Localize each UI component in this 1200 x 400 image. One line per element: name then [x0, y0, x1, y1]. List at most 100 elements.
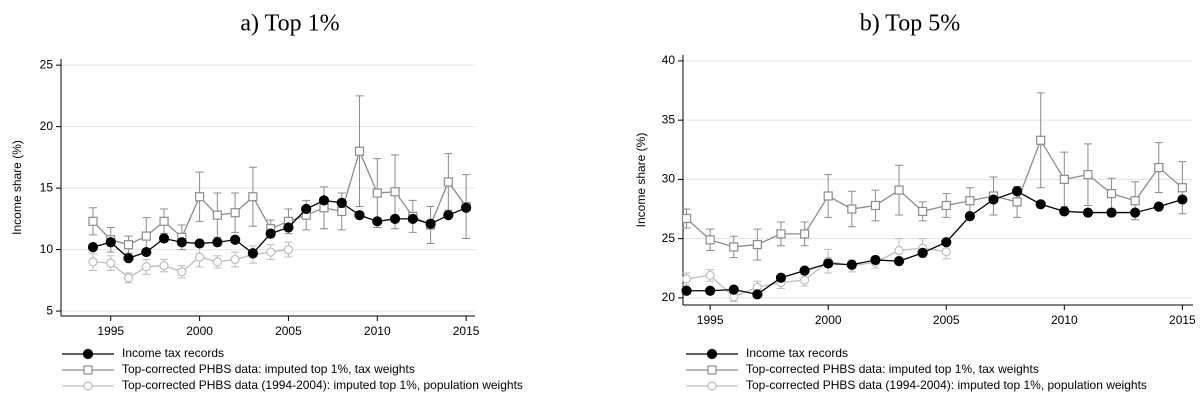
marker [123, 240, 134, 250]
series [88, 241, 294, 284]
marker [159, 260, 169, 271]
marker [88, 216, 98, 226]
marker [123, 273, 134, 283]
marker [988, 194, 999, 205]
marker [1177, 183, 1187, 193]
series-line [92, 149, 467, 246]
marker [212, 237, 223, 248]
marker [1059, 174, 1069, 185]
legend-marker [706, 348, 718, 360]
marker [705, 270, 715, 280]
marker [941, 200, 951, 211]
marker [87, 242, 99, 253]
legend-marker [707, 381, 717, 391]
x-tick-label: 2000 [815, 313, 842, 327]
marker [941, 247, 951, 257]
x-tick-label: 2010 [1051, 313, 1078, 327]
y-axis-label: Income share (%) [634, 133, 648, 228]
x-tick-label: 2015 [453, 324, 480, 338]
marker [1177, 194, 1188, 205]
marker [1035, 199, 1046, 210]
chart-title: a) Top 1% [240, 11, 339, 37]
marker [158, 233, 170, 244]
marker [106, 258, 116, 268]
x-tick-label: 2010 [364, 324, 391, 338]
marker [443, 210, 454, 221]
marker [372, 188, 382, 198]
marker [105, 237, 116, 248]
legend-marker [83, 381, 93, 391]
series [681, 186, 1188, 300]
x-tick-label: 1995 [697, 313, 724, 327]
x-tick-label: 1995 [97, 324, 124, 338]
legend-label: Top-corrected PHBS data: imputed top 1%,… [122, 362, 415, 376]
marker [1059, 206, 1070, 217]
marker [1012, 197, 1022, 207]
marker [823, 191, 833, 201]
marker [775, 272, 787, 283]
marker [705, 235, 715, 245]
marker [390, 187, 400, 197]
marker [1130, 207, 1141, 218]
marker [776, 229, 786, 239]
legend-marker [707, 365, 717, 375]
marker [194, 192, 205, 202]
marker [728, 284, 739, 295]
marker [799, 229, 810, 239]
marker [1153, 201, 1164, 212]
y-axis-label: Income share (%) [10, 140, 24, 235]
marker [799, 275, 810, 285]
marker [354, 146, 365, 156]
legend-label: Top-corrected PHBS data: imputed top 1%,… [746, 362, 1039, 376]
legend-marker [83, 365, 93, 375]
marker [1011, 186, 1023, 197]
y-tick-label: 25 [40, 57, 54, 71]
series [87, 195, 472, 264]
marker [212, 257, 222, 267]
y-tick-label: 15 [40, 180, 54, 194]
y-tick-label: 35 [662, 112, 676, 126]
marker [194, 238, 205, 249]
marker [1106, 207, 1117, 218]
marker [194, 252, 205, 262]
marker [283, 244, 294, 255]
marker [705, 285, 716, 296]
series-line [92, 248, 289, 279]
marker [847, 204, 857, 214]
series-line [92, 199, 467, 259]
marker [337, 206, 347, 217]
marker [141, 246, 152, 258]
marker [918, 206, 928, 216]
x-tick-label: 2015 [1169, 313, 1196, 327]
marker [407, 213, 418, 224]
legend-label: Income tax records [746, 346, 848, 360]
y-tick-label: 25 [662, 231, 676, 245]
marker [425, 218, 436, 229]
marker [389, 213, 401, 224]
marker [964, 211, 975, 222]
marker [1082, 207, 1094, 218]
marker [846, 259, 857, 270]
marker [283, 222, 294, 233]
marker [265, 228, 276, 239]
marker [752, 239, 762, 250]
marker [965, 196, 975, 206]
legend-label: Income tax records [122, 346, 224, 360]
marker [141, 262, 151, 272]
marker [372, 216, 383, 227]
marker [159, 216, 169, 226]
marker [894, 245, 904, 256]
marker [1036, 135, 1046, 145]
marker [230, 234, 241, 245]
y-tick-label: 40 [662, 53, 676, 67]
marker [1154, 162, 1164, 173]
marker [894, 185, 904, 195]
marker [336, 197, 347, 208]
y-tick-label: 5 [46, 303, 53, 317]
marker [729, 242, 739, 252]
marker [917, 247, 928, 258]
legend-marker [82, 348, 94, 360]
marker [230, 254, 240, 265]
marker [870, 200, 881, 211]
